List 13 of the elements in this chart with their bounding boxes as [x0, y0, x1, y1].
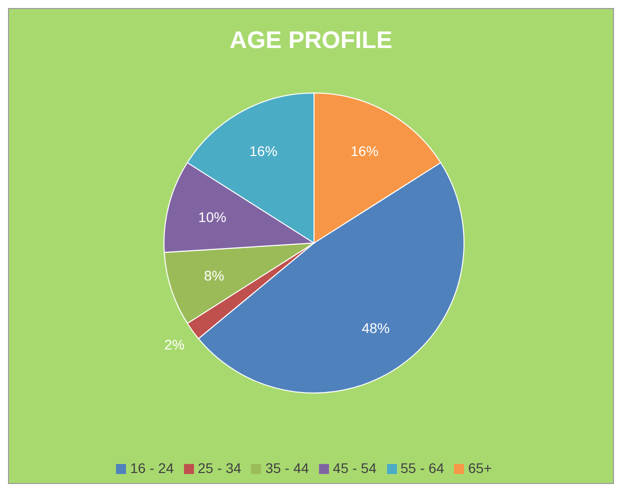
data-label: 8%	[204, 267, 224, 284]
data-label: 48%	[362, 320, 390, 336]
data-label: 2%	[164, 336, 185, 352]
data-label: 10%	[198, 208, 226, 225]
legend-label: 25 - 34	[198, 460, 242, 476]
legend-label: 65+	[468, 460, 492, 476]
legend-label: 35 - 44	[265, 460, 309, 476]
legend-label: 55 - 64	[400, 460, 444, 476]
legend-label: 16 - 24	[130, 460, 174, 476]
chart-title: AGE PROFILE	[228, 26, 394, 56]
data-label: 16%	[350, 142, 379, 159]
legend-label: 45 - 54	[332, 460, 377, 476]
data-label: 16%	[249, 142, 278, 159]
